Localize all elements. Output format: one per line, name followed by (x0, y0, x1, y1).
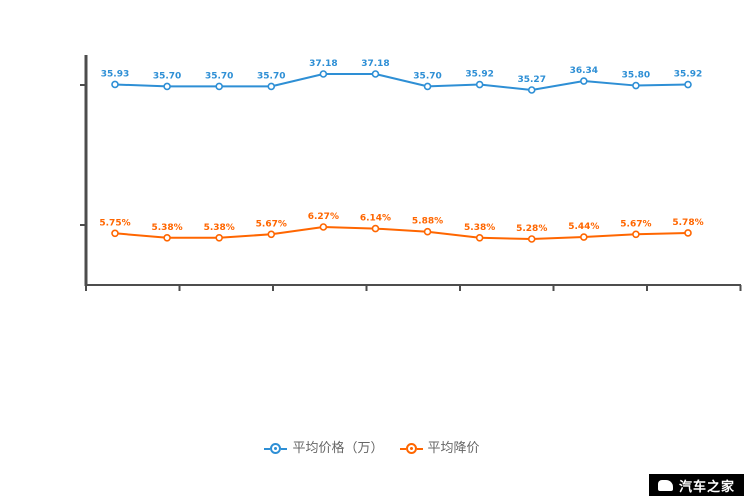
series-line-1 (114, 226, 689, 240)
data-label: 37.18 (309, 59, 337, 69)
legend-line-segment (264, 447, 271, 450)
data-point (267, 82, 276, 91)
series-line-0 (114, 73, 689, 91)
data-label: 5.38% (464, 223, 495, 233)
data-point (111, 229, 119, 238)
legend-line-segment (281, 447, 288, 450)
data-label: 5.38% (204, 223, 235, 233)
legend-dot-icon (274, 447, 278, 450)
legend-ring-icon (405, 443, 417, 454)
data-point (215, 82, 223, 91)
data-point (423, 82, 432, 91)
data-point (580, 77, 588, 85)
data-point (580, 233, 588, 241)
data-point (267, 230, 276, 239)
legend-marker-icon (264, 443, 288, 454)
data-label: 35.70 (205, 71, 233, 81)
data-point (684, 229, 692, 237)
data-label: 5.28% (516, 224, 547, 234)
data-point (632, 230, 640, 239)
data-label: 5.38% (151, 223, 182, 233)
data-label: 5.67% (256, 219, 287, 229)
data-point (319, 70, 328, 78)
legend-ring-icon (270, 443, 282, 454)
legend-line-segment (416, 447, 423, 450)
data-point (111, 80, 119, 89)
data-label: 35.92 (674, 70, 702, 80)
data-point (163, 233, 171, 242)
data-label: 6.27% (308, 212, 339, 222)
data-label: 6.14% (360, 214, 391, 224)
data-label: 5.78% (672, 218, 703, 228)
legend-item-avg-discount[interactable]: 平均降价 (399, 441, 480, 456)
watermark-text: 汽车之家 (678, 479, 735, 495)
data-point (371, 70, 380, 78)
car-logo-icon (657, 479, 673, 491)
data-point (371, 224, 380, 233)
legend-label-avg-discount: 平均降价 (427, 441, 480, 456)
data-point (527, 86, 536, 94)
data-point (319, 223, 328, 231)
data-point (684, 80, 692, 89)
legend-line-segment (399, 447, 406, 450)
legend-dot-icon (409, 447, 413, 450)
data-point (632, 81, 640, 90)
data-point (423, 227, 432, 236)
data-label: 5.75% (99, 218, 130, 228)
data-label: 35.27 (517, 75, 545, 85)
data-label: 35.70 (257, 71, 285, 81)
data-label: 35.80 (622, 71, 650, 81)
data-label: 5.88% (412, 217, 443, 227)
data-point (475, 80, 484, 89)
data-label: 5.44% (568, 222, 599, 232)
data-label: 35.70 (153, 71, 181, 81)
data-label: 35.93 (101, 69, 129, 79)
data-label: 37.18 (361, 59, 389, 69)
chart-legend: 平均价格（万） 平均降价 (0, 442, 744, 455)
watermark-autohome: 汽车之家 (648, 474, 744, 496)
legend-label-avg-price: 平均价格（万） (292, 441, 384, 456)
data-label: 5.67% (620, 219, 651, 229)
legend-marker-icon (399, 443, 423, 454)
data-point (215, 233, 223, 242)
data-point (527, 235, 536, 243)
legend-item-avg-price[interactable]: 平均价格（万） (264, 441, 384, 456)
data-point (163, 82, 171, 91)
data-label: 36.34 (570, 66, 598, 76)
data-label: 35.92 (465, 70, 493, 80)
data-label: 35.70 (413, 71, 441, 81)
data-point (475, 233, 484, 242)
